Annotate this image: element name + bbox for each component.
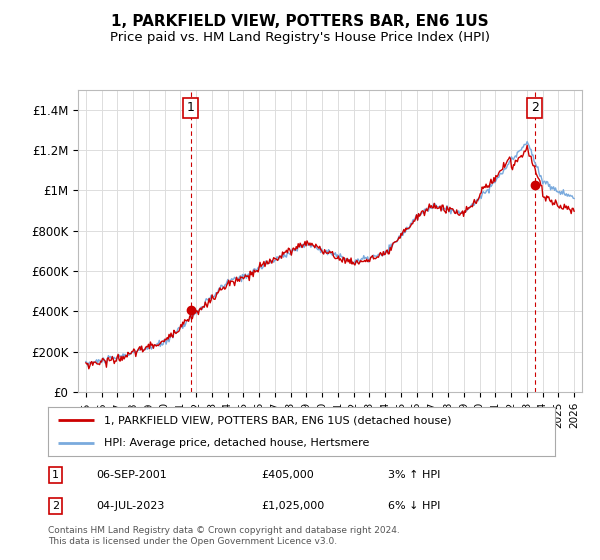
Text: 2: 2 [52,501,59,511]
Text: £405,000: £405,000 [261,470,314,480]
Text: 1, PARKFIELD VIEW, POTTERS BAR, EN6 1US (detached house): 1, PARKFIELD VIEW, POTTERS BAR, EN6 1US … [104,416,451,426]
Text: 3% ↑ HPI: 3% ↑ HPI [388,470,440,480]
Text: 1: 1 [187,101,195,114]
Text: £1,025,000: £1,025,000 [261,501,324,511]
Text: HPI: Average price, detached house, Hertsmere: HPI: Average price, detached house, Hert… [104,438,369,448]
Text: Price paid vs. HM Land Registry's House Price Index (HPI): Price paid vs. HM Land Registry's House … [110,31,490,44]
Text: 04-JUL-2023: 04-JUL-2023 [96,501,164,511]
Text: Contains HM Land Registry data © Crown copyright and database right 2024.
This d: Contains HM Land Registry data © Crown c… [48,526,400,546]
Text: 2: 2 [531,101,539,114]
Text: 1: 1 [52,470,59,480]
Text: 1, PARKFIELD VIEW, POTTERS BAR, EN6 1US: 1, PARKFIELD VIEW, POTTERS BAR, EN6 1US [111,14,489,29]
Text: 6% ↓ HPI: 6% ↓ HPI [388,501,440,511]
Text: 06-SEP-2001: 06-SEP-2001 [96,470,167,480]
